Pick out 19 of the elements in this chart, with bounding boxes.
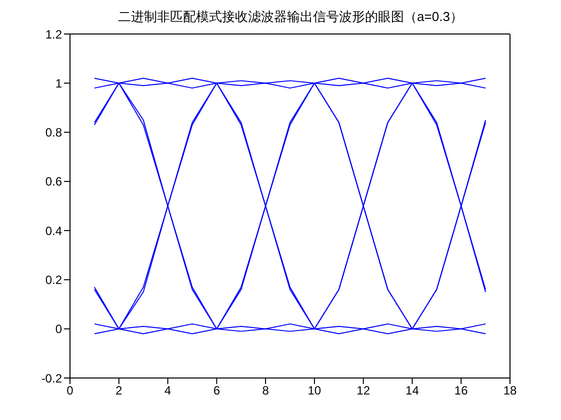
x-tick-label: 10 — [308, 384, 322, 398]
x-tick-label: 8 — [262, 384, 270, 398]
y-tick-label: 1.2 — [45, 27, 62, 42]
x-tick-label: 0 — [66, 384, 74, 398]
x-tick-label: 18 — [503, 384, 517, 398]
y-tick-label: 0.8 — [45, 126, 62, 140]
y-tick-label: 0.4 — [45, 224, 62, 238]
y-tick-label: 0.6 — [45, 174, 62, 189]
y-tick-label: 0.2 — [45, 272, 62, 287]
x-tick-label: 4 — [164, 384, 172, 398]
y-tick-label: 1 — [55, 76, 62, 90]
x-tick-label: 16 — [454, 384, 468, 398]
x-tick-label: 2 — [116, 384, 123, 398]
x-tick-label: 12 — [356, 384, 370, 398]
y-tick-label: -0.2 — [41, 371, 62, 386]
x-tick-label: 14 — [406, 384, 420, 398]
x-tick-label: 6 — [213, 384, 220, 398]
chart-title: 二进制非匹配模式接收滤波器输出信号波形的眼图（a=0.3） — [117, 8, 464, 26]
y-tick-label: 0 — [55, 322, 62, 336]
